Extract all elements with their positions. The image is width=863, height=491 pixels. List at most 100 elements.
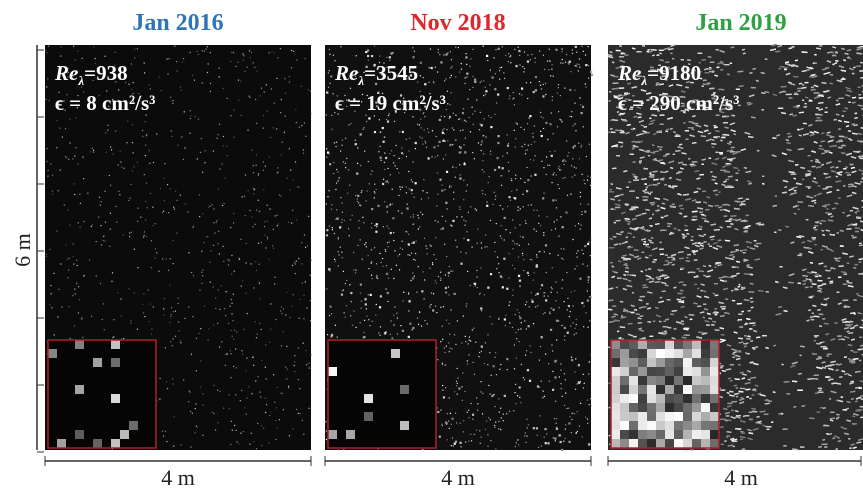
- particle: [251, 216, 252, 217]
- particle: [530, 259, 531, 260]
- particle: [477, 287, 478, 288]
- particle: [586, 87, 587, 88]
- particle: [349, 235, 350, 236]
- particle: [474, 374, 475, 375]
- particle: [509, 411, 510, 412]
- particle: [562, 161, 563, 162]
- particle: [572, 413, 573, 414]
- particle: [581, 112, 583, 114]
- particle: [567, 156, 568, 157]
- particle: [307, 246, 308, 247]
- particle: [258, 200, 259, 201]
- particle: [221, 341, 222, 342]
- particle: [91, 226, 92, 227]
- particle: [588, 282, 589, 283]
- particle: [283, 309, 284, 310]
- particle: [72, 158, 73, 159]
- particle: [240, 80, 241, 81]
- particle: [470, 58, 471, 59]
- particle: [480, 391, 481, 392]
- particle: [423, 271, 424, 272]
- particle: [576, 319, 577, 320]
- particle: [487, 434, 488, 435]
- particle: [239, 259, 240, 260]
- particle: [565, 424, 566, 425]
- particle: [406, 207, 408, 209]
- particle: [207, 339, 208, 340]
- particle: [331, 209, 332, 210]
- particle: [224, 308, 225, 309]
- particle: [335, 261, 336, 262]
- particle: [343, 161, 344, 162]
- particle: [536, 231, 537, 232]
- particle: [170, 97, 171, 98]
- particle: [145, 144, 146, 145]
- particle: [570, 71, 571, 72]
- particle: [308, 89, 309, 90]
- particle: [287, 369, 288, 370]
- particle: [210, 52, 211, 53]
- particle: [195, 116, 196, 117]
- particle: [386, 331, 387, 332]
- particle: [519, 386, 521, 388]
- particle: [583, 306, 584, 307]
- particle: [393, 278, 394, 279]
- particle: [374, 225, 375, 226]
- particle: [463, 238, 464, 239]
- inset-pixel: [346, 430, 355, 439]
- particle: [440, 409, 441, 410]
- particle: [449, 185, 450, 186]
- particle: [467, 360, 468, 361]
- particle: [408, 310, 409, 311]
- particle: [552, 371, 553, 372]
- particle: [195, 403, 196, 404]
- particle: [526, 301, 527, 302]
- particle: [513, 240, 514, 241]
- particle: [161, 90, 162, 91]
- particle: [520, 178, 521, 179]
- particle: [78, 286, 79, 287]
- particle: [261, 88, 262, 89]
- particle: [291, 222, 292, 223]
- particle: [402, 249, 403, 250]
- particle: [527, 123, 528, 124]
- particle: [409, 255, 410, 256]
- particle: [451, 348, 452, 349]
- particle: [571, 165, 572, 166]
- particle: [416, 292, 417, 293]
- particle: [485, 194, 486, 195]
- particle: [554, 376, 556, 378]
- particle: [74, 325, 75, 326]
- particle: [311, 113, 312, 114]
- particle: [371, 170, 372, 171]
- particle: [143, 293, 144, 294]
- particle: [105, 132, 106, 133]
- particle: [556, 427, 557, 428]
- particle: [336, 209, 337, 210]
- particle: [346, 280, 347, 281]
- particle: [422, 190, 423, 191]
- particle: [235, 394, 236, 395]
- particle: [177, 145, 178, 146]
- particle: [235, 349, 236, 350]
- particle: [271, 88, 272, 89]
- particle: [168, 212, 169, 213]
- particle: [133, 152, 134, 153]
- particle: [348, 124, 349, 125]
- particle: [163, 211, 164, 212]
- particle: [294, 361, 295, 362]
- particle: [362, 217, 363, 218]
- particle: [553, 76, 554, 77]
- particle: [553, 174, 554, 175]
- particle: [231, 255, 232, 256]
- particle: [540, 131, 541, 132]
- particle: [363, 337, 364, 338]
- particle: [558, 307, 559, 308]
- particle: [429, 305, 430, 306]
- particle: [512, 289, 513, 290]
- particle: [207, 72, 208, 73]
- particle: [301, 263, 302, 264]
- particle: [219, 68, 220, 69]
- particle: [579, 278, 581, 280]
- particle: [534, 174, 536, 176]
